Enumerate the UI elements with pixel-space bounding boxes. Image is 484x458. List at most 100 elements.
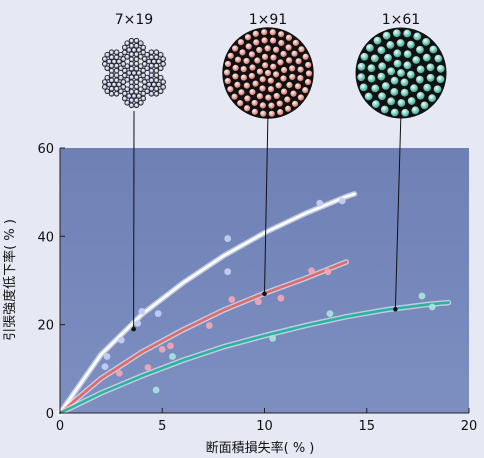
cable-wire xyxy=(269,36,278,45)
cable-wire xyxy=(280,66,289,74)
cable-wire xyxy=(258,75,267,84)
cable-wire xyxy=(399,87,410,98)
cable-wire xyxy=(294,57,303,66)
cable-wire xyxy=(108,90,115,97)
cable-wire xyxy=(402,60,413,71)
cable-wire xyxy=(415,74,425,85)
cable-wire xyxy=(148,54,155,61)
cable-wire xyxy=(128,83,135,90)
cable-wire xyxy=(411,55,421,65)
cable-wire xyxy=(260,28,269,37)
cable-wire xyxy=(128,60,135,67)
fit-curves xyxy=(57,191,452,416)
x-tick-label: 5 xyxy=(158,419,166,434)
cable-wire xyxy=(137,40,144,47)
data-point-series-2 xyxy=(277,294,285,302)
cable-wire xyxy=(141,61,148,67)
data-point-series-3 xyxy=(428,303,436,311)
cable-wire xyxy=(148,72,155,79)
cable-wire xyxy=(133,74,140,81)
cable-wire xyxy=(371,99,381,109)
cable-wire xyxy=(247,72,256,80)
cable-wire xyxy=(140,44,147,51)
x-tick-label: 15 xyxy=(358,419,375,434)
cable-wire xyxy=(137,99,144,106)
cable-wire xyxy=(102,79,108,85)
cable-wire xyxy=(116,58,122,65)
cable-wire xyxy=(148,90,155,97)
cable-wire xyxy=(266,76,275,85)
data-point-series-1 xyxy=(117,336,125,344)
cable-wire xyxy=(304,61,313,69)
x-axis-label: 断面積損失率( % ) xyxy=(206,440,315,456)
cable-wire xyxy=(267,85,275,94)
cable-wire xyxy=(396,68,406,78)
cable-icons: 7×19 1×91 1×61 xyxy=(102,12,447,119)
cable-wire xyxy=(376,71,387,82)
cable-wire xyxy=(275,99,284,108)
cable-wire xyxy=(148,67,155,74)
cable-1x91-icon xyxy=(222,27,314,119)
cable-wire xyxy=(285,81,294,89)
cable-wire xyxy=(233,80,242,89)
cable-wire xyxy=(432,84,443,94)
cable-wire xyxy=(136,47,142,53)
cable-wire xyxy=(248,88,257,96)
data-point-series-2 xyxy=(254,298,262,306)
cable-wire xyxy=(406,69,416,80)
cable-wire xyxy=(128,65,135,72)
cable-wire xyxy=(301,86,310,95)
cable-wire xyxy=(104,74,111,81)
x-tick-label: 0 xyxy=(56,419,64,434)
cable-wire xyxy=(425,73,436,83)
cable-wire xyxy=(153,62,160,69)
cable-wire xyxy=(422,52,432,63)
data-point-series-1 xyxy=(224,235,232,242)
cable-wire xyxy=(422,82,432,93)
cable-wire xyxy=(148,77,155,84)
cable-wire xyxy=(268,28,277,37)
cable-wire xyxy=(419,100,430,111)
cable-wire xyxy=(304,78,312,86)
cable-wire xyxy=(133,51,140,58)
cable-wire xyxy=(406,39,416,50)
leader-dot-7x19 xyxy=(131,326,136,332)
cable-wire xyxy=(239,65,248,73)
leader-line-1x61 xyxy=(394,110,402,310)
cable-wire xyxy=(124,99,131,106)
cable-wire xyxy=(366,73,377,84)
cable-wire xyxy=(113,62,120,69)
cable-wire xyxy=(381,81,391,91)
cable-wire xyxy=(223,68,231,77)
cable-1x61-icon xyxy=(355,27,447,119)
cable-wire xyxy=(106,58,112,65)
cable-wire xyxy=(108,54,115,61)
cable-wire xyxy=(140,90,147,97)
cable-wire xyxy=(372,35,383,46)
leader-dot-1x91 xyxy=(262,291,267,297)
cable-wire xyxy=(113,54,120,61)
cable-wire xyxy=(272,92,281,100)
cable-wire xyxy=(402,49,413,59)
cable-wire xyxy=(248,50,256,59)
cable-wire xyxy=(102,56,108,62)
cable-wire xyxy=(144,74,150,81)
cable-wire xyxy=(377,61,387,72)
cable-wire xyxy=(261,61,270,70)
cable-wire xyxy=(279,50,288,58)
cable-wire xyxy=(301,52,310,61)
cable-wire xyxy=(288,64,297,73)
cable-wire xyxy=(380,104,390,115)
cable-wire xyxy=(258,84,267,93)
cable-wire xyxy=(288,73,297,81)
cable-wire xyxy=(415,91,426,101)
cable-wire xyxy=(244,33,252,42)
cable-wire xyxy=(102,84,108,90)
cable-wire xyxy=(267,101,276,110)
cable-wire xyxy=(296,74,305,83)
cable-label-1x61: 1×61 xyxy=(382,12,420,28)
y-axis-label: 引張強度低下率( % ) xyxy=(2,219,18,341)
fit-curve-3 xyxy=(58,301,450,415)
cable-wire xyxy=(392,58,403,69)
cable-label-7x19: 7×19 xyxy=(115,12,153,28)
